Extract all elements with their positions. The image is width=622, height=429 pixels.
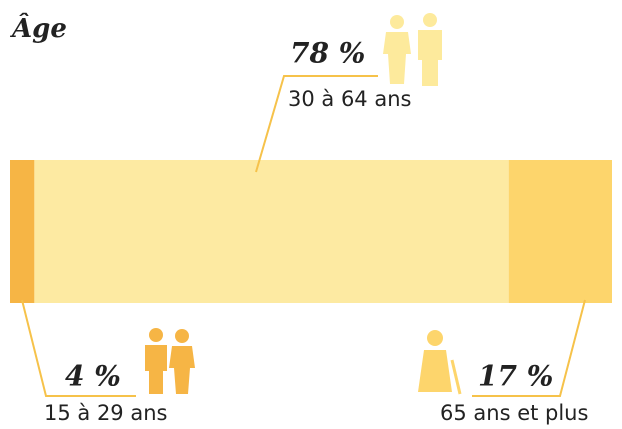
leader-line — [472, 299, 586, 397]
legend-label: 15 à 29 ans — [44, 401, 167, 425]
leader-line — [255, 75, 378, 173]
chart-title: Âge — [9, 12, 67, 44]
icon-adults — [383, 13, 442, 86]
bar-segment — [10, 160, 35, 303]
icon-youth — [145, 328, 195, 394]
legend-label: 30 à 64 ans — [288, 87, 411, 111]
value-label: 78 % — [290, 37, 365, 70]
value-label: 4 % — [65, 360, 121, 393]
bar-segment — [34, 160, 509, 303]
icon-senior — [418, 330, 462, 395]
value-label: 17 % — [478, 360, 553, 393]
bar-segment — [508, 160, 612, 303]
legend-label: 65 ans et plus — [440, 401, 588, 425]
leader-line — [21, 299, 136, 397]
